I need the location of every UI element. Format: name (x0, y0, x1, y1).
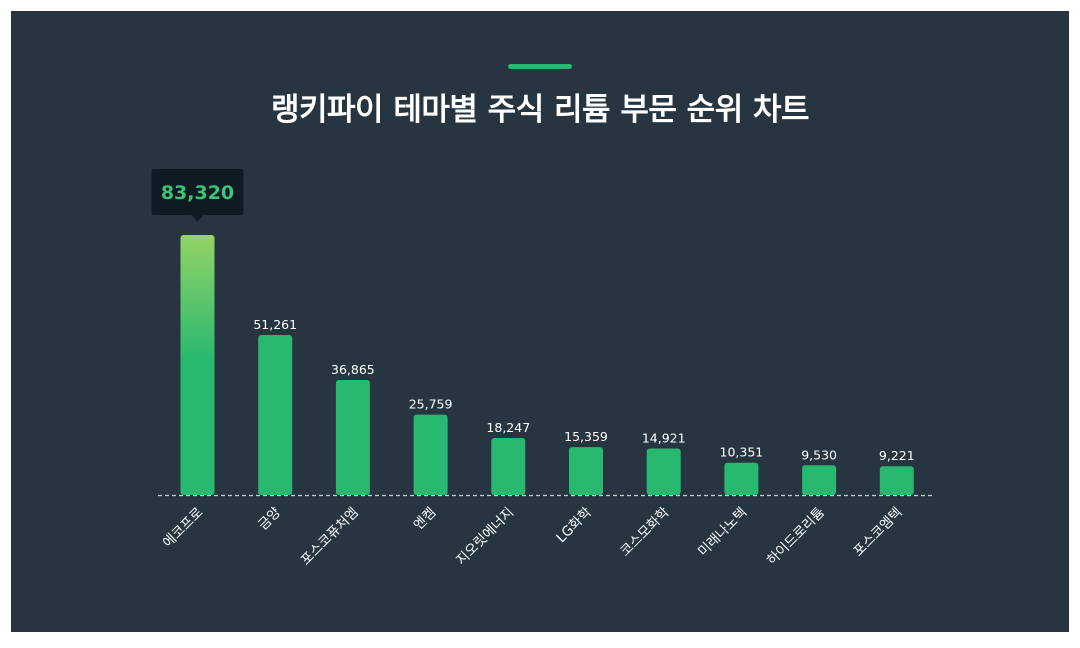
value-tooltip (151, 169, 244, 215)
bar-2 (258, 335, 293, 495)
bar-10 (879, 466, 914, 495)
category-label-5: 지오릿에너지 (453, 505, 517, 569)
value-label-7: 14,921 (642, 430, 686, 445)
value-label-3: 36,865 (331, 362, 375, 377)
value-label-8: 10,351 (720, 445, 764, 460)
value-label-1: 83,320 (161, 182, 234, 204)
title-accent-bar (508, 64, 572, 69)
category-label-6: LG화학 (553, 505, 595, 547)
bar-8 (724, 462, 759, 495)
category-label-3: 포스코퓨처엠 (298, 505, 362, 569)
category-label-8: 미래나노텍 (695, 505, 750, 560)
category-label-1: 에코프로 (160, 505, 206, 551)
bar-9 (802, 465, 837, 495)
category-label-2: 금양 (255, 505, 284, 534)
bar-6 (569, 447, 603, 495)
value-label-4: 25,759 (409, 397, 453, 412)
bar-1 (180, 235, 215, 495)
value-label-5: 18,247 (486, 420, 530, 435)
bar-5 (491, 438, 526, 495)
tooltip-pointer (191, 215, 204, 222)
bar-7 (646, 448, 681, 495)
category-label-9: 하이드로리튬 (764, 505, 828, 569)
bar-4 (413, 414, 448, 495)
category-label-7: 코스모화학 (617, 505, 672, 560)
bar-3 (335, 379, 370, 495)
value-label-10: 9,221 (879, 448, 915, 463)
chart-title: 랭키파이 테마별 주식 리튬 부문 순위 차트 (270, 92, 810, 128)
value-label-6: 15,359 (564, 429, 608, 444)
category-label-4: 엔켐 (411, 505, 440, 534)
value-label-2: 51,261 (253, 317, 297, 332)
category-label-10: 포스코엠텍 (850, 505, 905, 560)
value-label-9: 9,530 (801, 447, 837, 462)
